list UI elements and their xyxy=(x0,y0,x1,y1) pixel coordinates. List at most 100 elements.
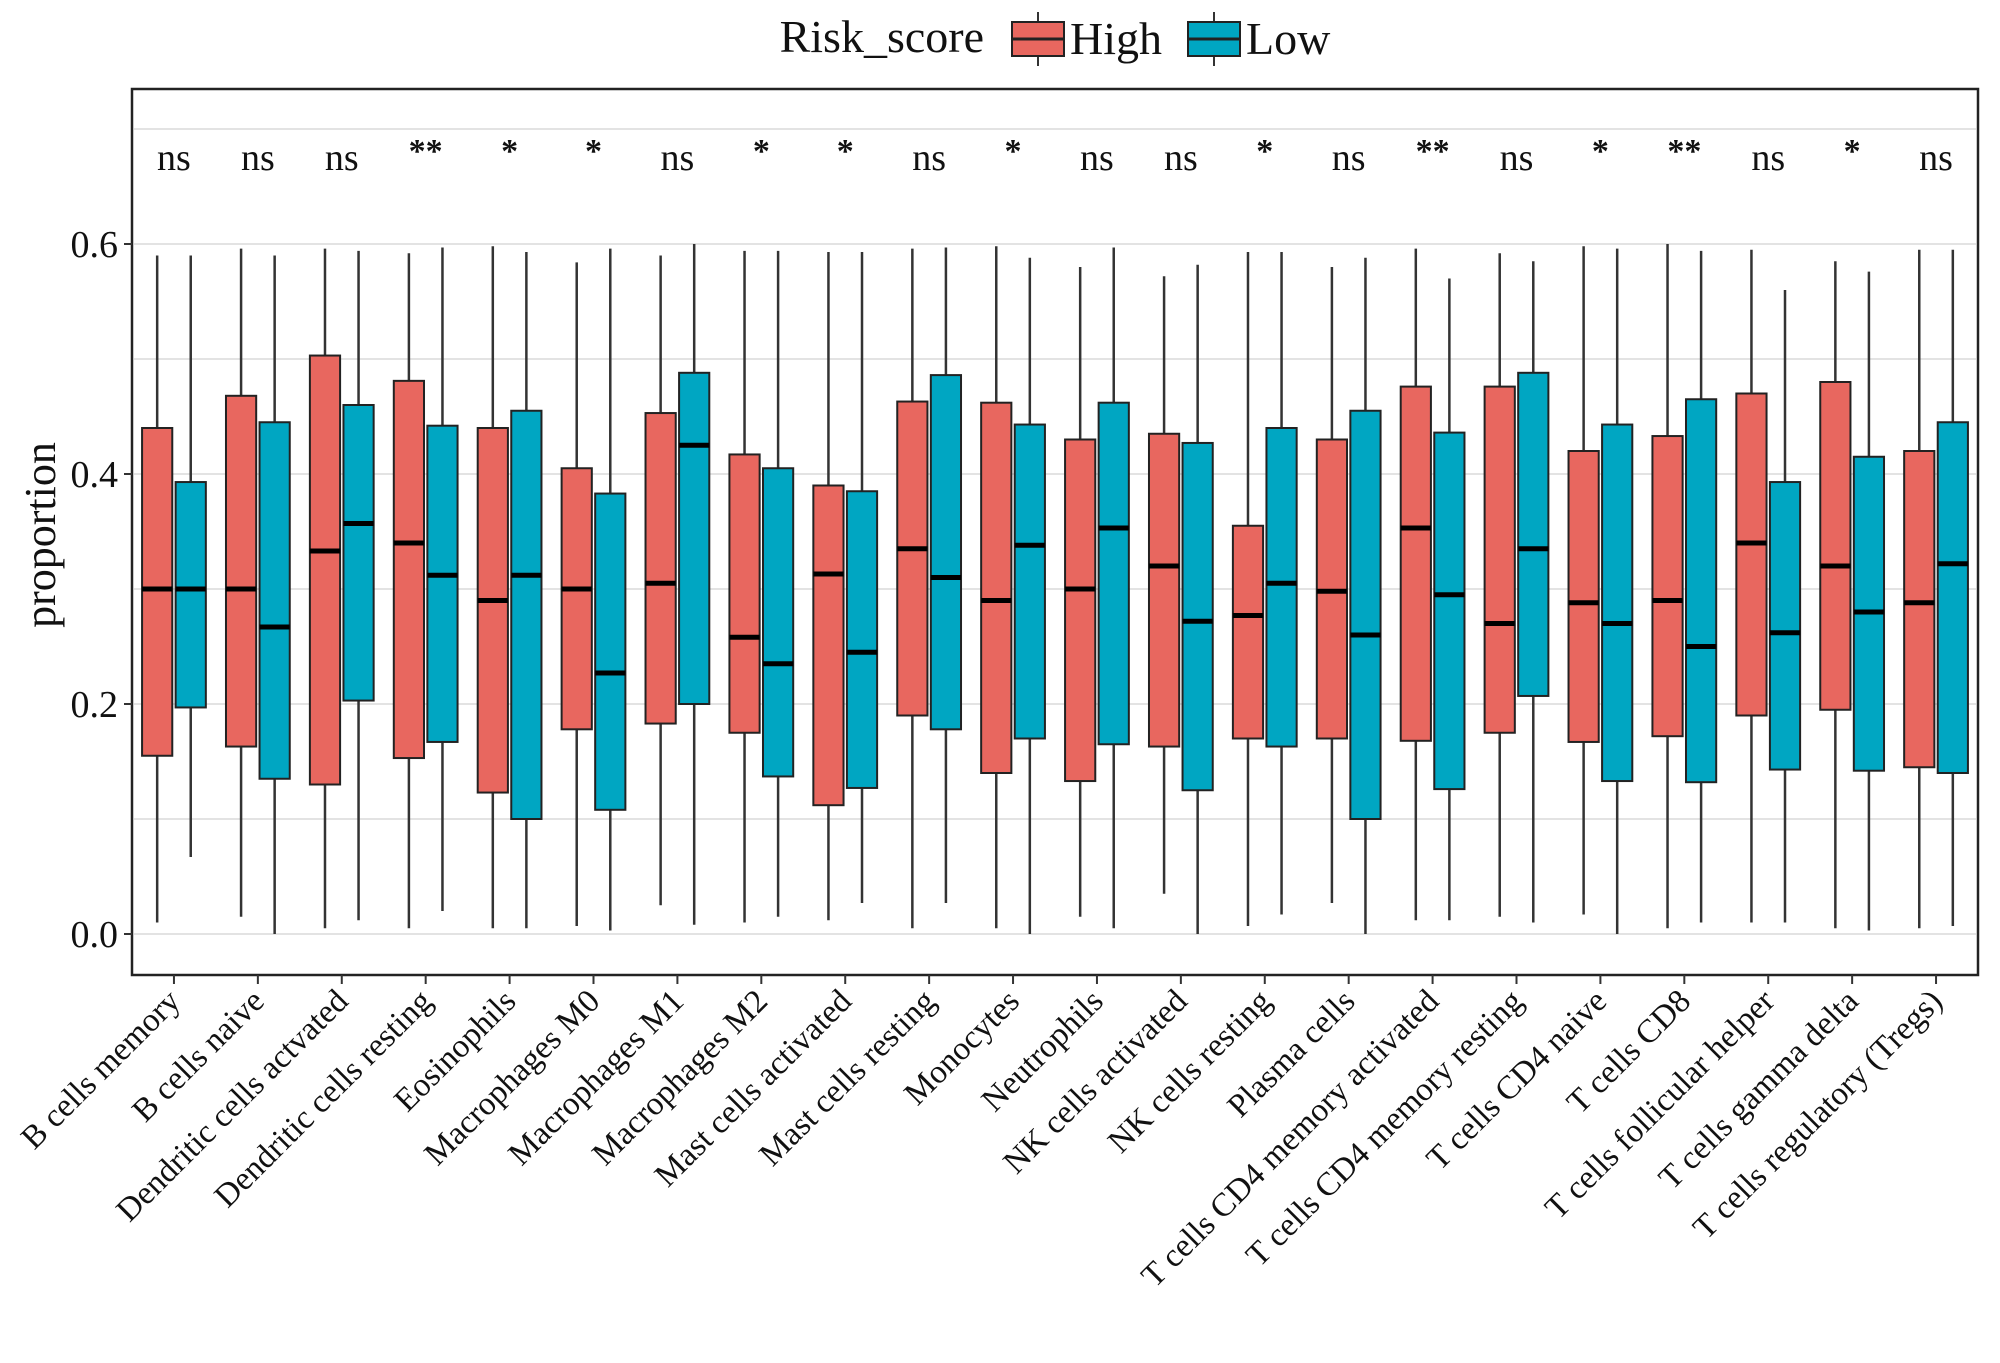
box-iqr xyxy=(1936,421,1969,774)
box-high xyxy=(224,248,258,917)
box-iqr xyxy=(141,427,174,757)
box-high xyxy=(392,253,426,929)
significance-label: * xyxy=(1005,133,1022,170)
box-low xyxy=(1265,252,1298,915)
significance-label: ns xyxy=(325,137,359,179)
box-low xyxy=(1433,278,1466,921)
box-iqr xyxy=(1768,481,1802,771)
box-iqr xyxy=(308,354,342,786)
box-iqr xyxy=(1265,427,1298,748)
box-low xyxy=(1684,250,1718,923)
box-iqr xyxy=(560,467,593,731)
box-high xyxy=(476,246,509,929)
significance-label: ns xyxy=(912,137,946,179)
box-low xyxy=(510,252,543,929)
box-low xyxy=(342,250,375,921)
box-iqr xyxy=(510,409,543,820)
box-iqr xyxy=(224,394,258,748)
box-iqr xyxy=(845,490,879,789)
box-low xyxy=(929,247,963,903)
box-high xyxy=(1819,261,1852,929)
box-iqr xyxy=(761,467,795,778)
box-high xyxy=(308,248,342,929)
box-iqr xyxy=(1903,450,1936,769)
box-high xyxy=(141,255,174,923)
box-iqr xyxy=(1567,450,1600,743)
box-iqr xyxy=(1433,431,1466,791)
significance-label: ns xyxy=(241,137,275,179)
box-low xyxy=(1936,249,1969,926)
box-iqr xyxy=(1349,409,1382,820)
box-iqr xyxy=(426,424,459,743)
box-iqr xyxy=(728,453,761,734)
significance-label: ns xyxy=(1919,137,1953,179)
box-iqr xyxy=(1483,385,1516,734)
box-iqr xyxy=(594,492,627,811)
significance-label: ns xyxy=(1332,137,1366,179)
box-low xyxy=(678,244,711,925)
box-high xyxy=(896,248,929,929)
y-tick-label: 0.2 xyxy=(71,684,119,726)
box-iqr xyxy=(1064,438,1097,783)
significance-label: ** xyxy=(1416,133,1450,170)
box-high xyxy=(1147,276,1181,894)
box-iqr xyxy=(1013,423,1046,740)
box-iqr xyxy=(1097,401,1130,746)
y-tick-label: 0.6 xyxy=(71,224,119,266)
box-iqr xyxy=(1601,423,1634,783)
box-high xyxy=(980,246,1013,929)
box-low xyxy=(1013,257,1046,934)
box-iqr xyxy=(1147,432,1181,748)
box-high xyxy=(1064,267,1097,917)
significance-label: * xyxy=(1256,133,1273,170)
box-high xyxy=(644,255,677,906)
box-iqr xyxy=(1735,392,1768,717)
box-iqr xyxy=(812,484,845,807)
box-iqr xyxy=(1181,441,1214,792)
box-high xyxy=(1567,246,1600,915)
box-low xyxy=(1601,248,1634,934)
legend-label-low: Low xyxy=(1246,13,1331,64)
box-low xyxy=(1852,271,1886,931)
significance-label: * xyxy=(501,133,518,170)
significance-label: * xyxy=(585,133,602,170)
box-iqr xyxy=(896,400,929,717)
box-high xyxy=(1231,252,1265,926)
y-axis: 0.0 0.2 0.4 0.6 xyxy=(71,224,132,956)
box-low xyxy=(174,255,207,857)
significance-label: ns xyxy=(1164,137,1198,179)
legend-title: Risk_score xyxy=(780,11,984,62)
y-axis-label: proportion xyxy=(16,442,65,628)
box-iqr xyxy=(1819,381,1852,711)
box-low xyxy=(1768,290,1802,923)
box-high xyxy=(1399,248,1432,921)
box-low xyxy=(1349,257,1382,934)
box-low xyxy=(845,252,879,903)
box-iqr xyxy=(644,412,677,725)
box-high xyxy=(1651,244,1684,929)
box-high xyxy=(728,250,761,923)
box-iqr xyxy=(1651,435,1684,738)
box-iqr xyxy=(1517,371,1550,697)
box-low xyxy=(1181,264,1214,934)
box-high xyxy=(1315,267,1349,903)
box-iqr xyxy=(1684,398,1718,784)
significance-label: * xyxy=(837,133,854,170)
boxes xyxy=(141,244,1969,934)
box-low xyxy=(1097,247,1130,929)
box-high xyxy=(1483,253,1516,917)
y-tick-label: 0.0 xyxy=(71,914,119,956)
significance-label: ** xyxy=(409,133,443,170)
box-iqr xyxy=(1231,524,1265,740)
significance-label: ns xyxy=(661,137,695,179)
significance-label: ns xyxy=(1751,137,1785,179)
box-iqr xyxy=(1399,385,1432,742)
box-iqr xyxy=(929,374,963,731)
box-high xyxy=(1903,249,1936,929)
box-high xyxy=(812,252,845,921)
box-iqr xyxy=(258,421,291,780)
significance-label: ns xyxy=(157,137,191,179)
y-tick-label: 0.4 xyxy=(71,454,119,496)
box-high xyxy=(560,262,593,926)
